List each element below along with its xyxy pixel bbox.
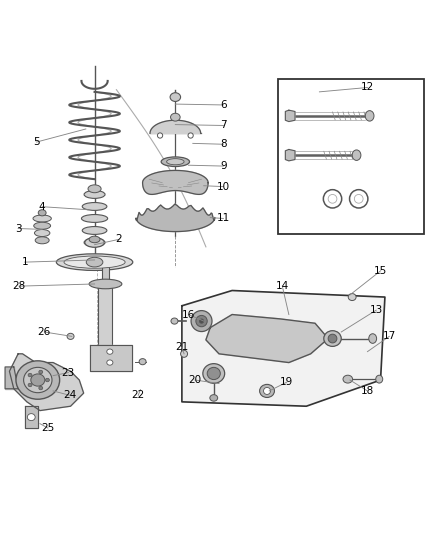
Text: 9: 9 [220, 161, 227, 171]
Ellipse shape [67, 333, 74, 340]
Polygon shape [206, 314, 328, 362]
Text: 10: 10 [217, 182, 230, 191]
Ellipse shape [57, 254, 133, 270]
Ellipse shape [39, 370, 43, 374]
Ellipse shape [166, 159, 184, 165]
Ellipse shape [260, 384, 275, 398]
Text: 22: 22 [131, 390, 145, 400]
Ellipse shape [35, 237, 49, 244]
Ellipse shape [46, 378, 49, 382]
Ellipse shape [180, 350, 187, 357]
Text: 24: 24 [63, 390, 76, 400]
Text: 13: 13 [370, 305, 383, 315]
Ellipse shape [161, 157, 190, 166]
Ellipse shape [199, 319, 204, 323]
Bar [278, 79, 424, 234]
Text: 20: 20 [188, 375, 201, 385]
Ellipse shape [328, 195, 337, 203]
Ellipse shape [34, 222, 51, 229]
Ellipse shape [170, 113, 180, 121]
Ellipse shape [89, 279, 122, 289]
Ellipse shape [28, 383, 32, 387]
Ellipse shape [33, 215, 51, 222]
Ellipse shape [207, 367, 220, 379]
Text: 23: 23 [62, 368, 75, 377]
Ellipse shape [157, 133, 162, 138]
Text: 21: 21 [175, 342, 188, 352]
Polygon shape [10, 354, 84, 410]
Polygon shape [150, 120, 201, 133]
Text: 25: 25 [41, 423, 54, 433]
Ellipse shape [352, 150, 361, 160]
Ellipse shape [324, 330, 341, 346]
Ellipse shape [328, 334, 337, 343]
Ellipse shape [27, 414, 35, 421]
Text: 14: 14 [276, 281, 289, 291]
Ellipse shape [38, 210, 46, 216]
Ellipse shape [107, 349, 113, 354]
Ellipse shape [170, 93, 180, 101]
Ellipse shape [64, 256, 125, 268]
Text: 19: 19 [280, 377, 293, 387]
Text: 28: 28 [12, 281, 26, 291]
Text: 7: 7 [220, 120, 227, 131]
Ellipse shape [210, 394, 218, 401]
Ellipse shape [264, 387, 271, 394]
Text: 6: 6 [220, 100, 227, 110]
Ellipse shape [35, 230, 50, 237]
Text: 11: 11 [217, 214, 230, 223]
Polygon shape [286, 110, 295, 122]
Ellipse shape [354, 195, 363, 203]
Ellipse shape [369, 334, 377, 343]
Polygon shape [136, 204, 215, 231]
Ellipse shape [39, 386, 43, 390]
Bar [102, 264, 109, 284]
Text: 1: 1 [21, 257, 28, 267]
Ellipse shape [24, 367, 52, 393]
Text: 15: 15 [374, 266, 387, 276]
Polygon shape [5, 367, 18, 389]
Ellipse shape [16, 361, 60, 399]
Ellipse shape [89, 236, 100, 243]
Ellipse shape [376, 375, 383, 383]
Polygon shape [286, 149, 295, 161]
Ellipse shape [196, 316, 207, 327]
Ellipse shape [203, 364, 225, 383]
Bar [99, 284, 113, 345]
Text: 17: 17 [383, 332, 396, 341]
Ellipse shape [85, 238, 104, 247]
Text: 2: 2 [115, 235, 122, 245]
Ellipse shape [365, 111, 374, 121]
Polygon shape [90, 345, 132, 372]
Ellipse shape [86, 257, 103, 267]
Text: 26: 26 [38, 327, 51, 337]
Ellipse shape [84, 239, 105, 246]
Text: 16: 16 [182, 310, 195, 319]
Polygon shape [25, 406, 38, 428]
Text: 4: 4 [39, 201, 46, 212]
Text: 3: 3 [15, 223, 21, 233]
Ellipse shape [171, 318, 178, 324]
Ellipse shape [188, 133, 193, 138]
Ellipse shape [28, 373, 32, 377]
Text: 5: 5 [33, 137, 40, 147]
Ellipse shape [139, 359, 146, 365]
Ellipse shape [88, 185, 101, 193]
Ellipse shape [31, 374, 45, 386]
Ellipse shape [84, 190, 105, 198]
Text: 8: 8 [220, 139, 227, 149]
Ellipse shape [191, 311, 212, 332]
Ellipse shape [81, 215, 108, 222]
Ellipse shape [343, 375, 353, 383]
Text: 12: 12 [361, 83, 374, 93]
Text: 18: 18 [361, 386, 374, 396]
Polygon shape [143, 171, 208, 195]
Ellipse shape [107, 360, 113, 365]
Ellipse shape [82, 203, 107, 211]
Ellipse shape [82, 227, 107, 235]
Polygon shape [182, 290, 385, 406]
Ellipse shape [348, 294, 356, 301]
